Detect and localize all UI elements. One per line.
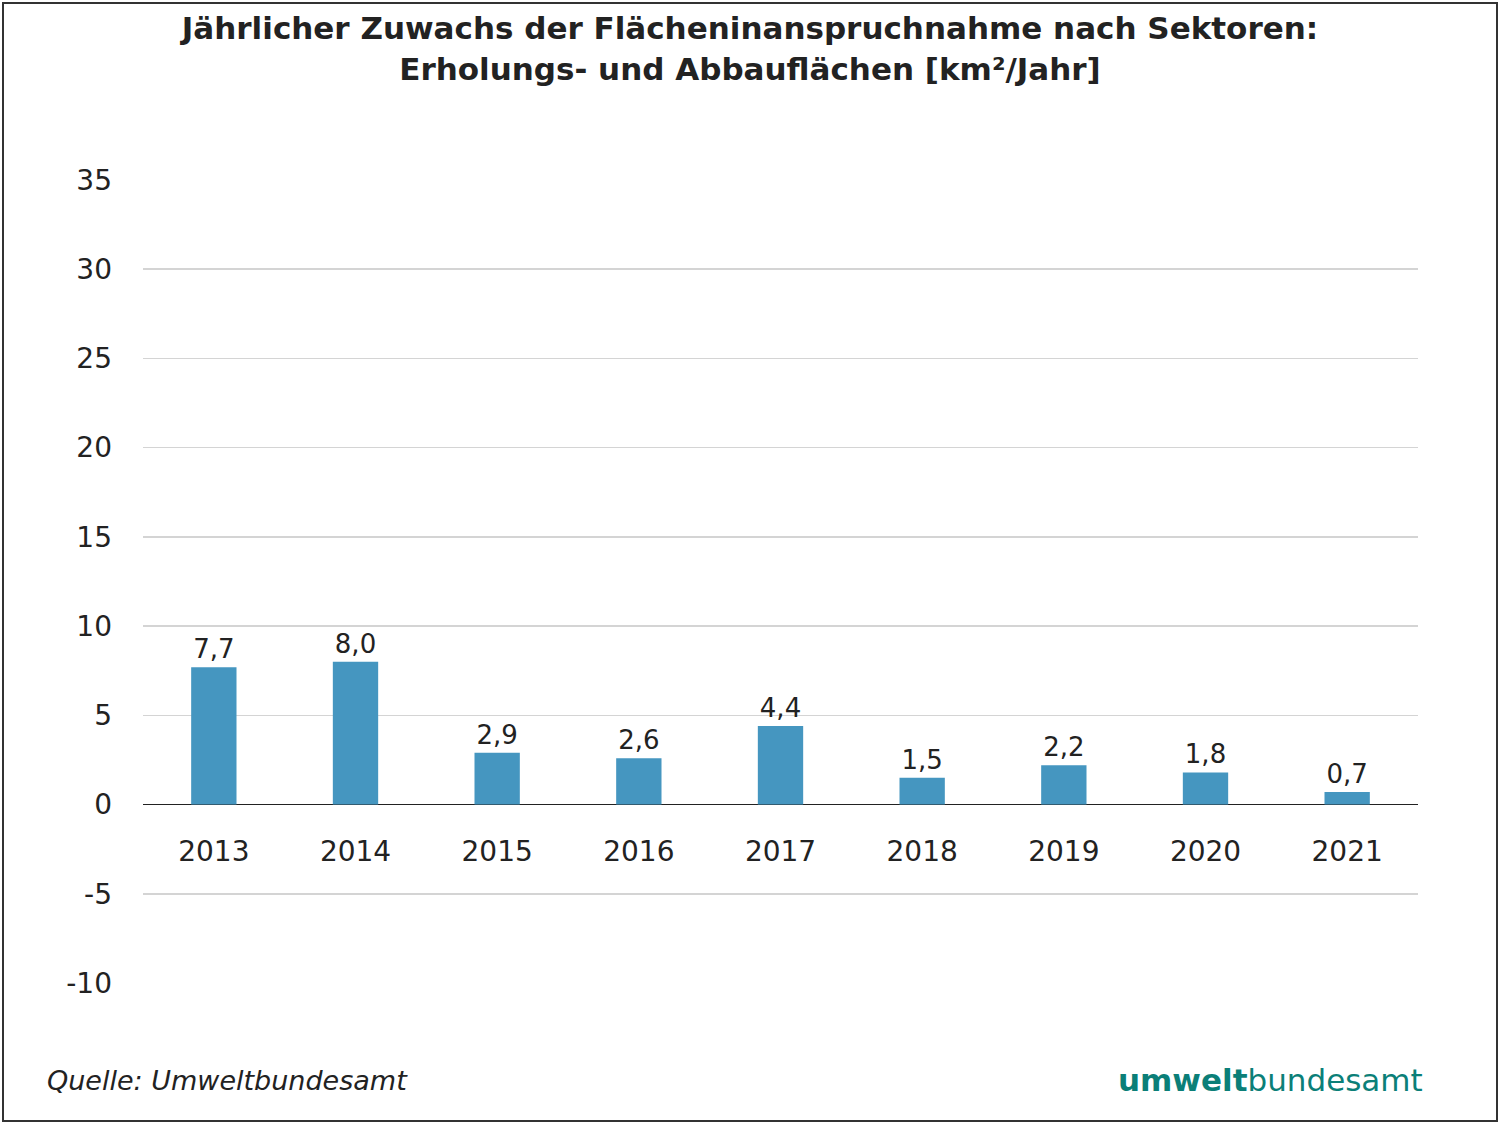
svg-text:5: 5 — [94, 699, 112, 732]
svg-text:-5: -5 — [84, 878, 112, 911]
svg-text:10: 10 — [76, 610, 112, 643]
svg-text:2017: 2017 — [745, 835, 816, 868]
svg-text:7,7: 7,7 — [193, 634, 234, 664]
svg-text:umweltbundesamt: umweltbundesamt — [1118, 1062, 1423, 1098]
svg-text:4,4: 4,4 — [760, 693, 801, 723]
svg-text:Jährlicher Zuwachs der Flächen: Jährlicher Zuwachs der Flächeninanspruch… — [180, 10, 1318, 86]
svg-text:25: 25 — [76, 342, 112, 375]
svg-text:-10: -10 — [66, 967, 112, 1000]
svg-text:2019: 2019 — [1028, 835, 1099, 868]
svg-text:2013: 2013 — [178, 835, 249, 868]
svg-text:2018: 2018 — [887, 835, 958, 868]
svg-text:8,0: 8,0 — [335, 629, 376, 659]
svg-text:Quelle: Umweltbundesamt: Quelle: Umweltbundesamt — [47, 1065, 408, 1096]
svg-text:0,7: 0,7 — [1326, 759, 1367, 789]
svg-text:2015: 2015 — [462, 835, 533, 868]
svg-text:15: 15 — [76, 521, 112, 554]
svg-text:20: 20 — [76, 431, 112, 464]
svg-text:2,2: 2,2 — [1043, 732, 1084, 762]
svg-text:35: 35 — [76, 164, 112, 197]
svg-text:2020: 2020 — [1170, 835, 1241, 868]
svg-text:1,5: 1,5 — [901, 745, 942, 775]
svg-text:2,9: 2,9 — [476, 720, 517, 750]
svg-text:2,6: 2,6 — [618, 725, 659, 755]
svg-text:2014: 2014 — [320, 835, 391, 868]
svg-text:1,8: 1,8 — [1185, 739, 1226, 769]
svg-text:30: 30 — [76, 253, 112, 286]
svg-text:2021: 2021 — [1312, 835, 1383, 868]
svg-text:2016: 2016 — [603, 835, 674, 868]
svg-text:0: 0 — [94, 788, 112, 821]
